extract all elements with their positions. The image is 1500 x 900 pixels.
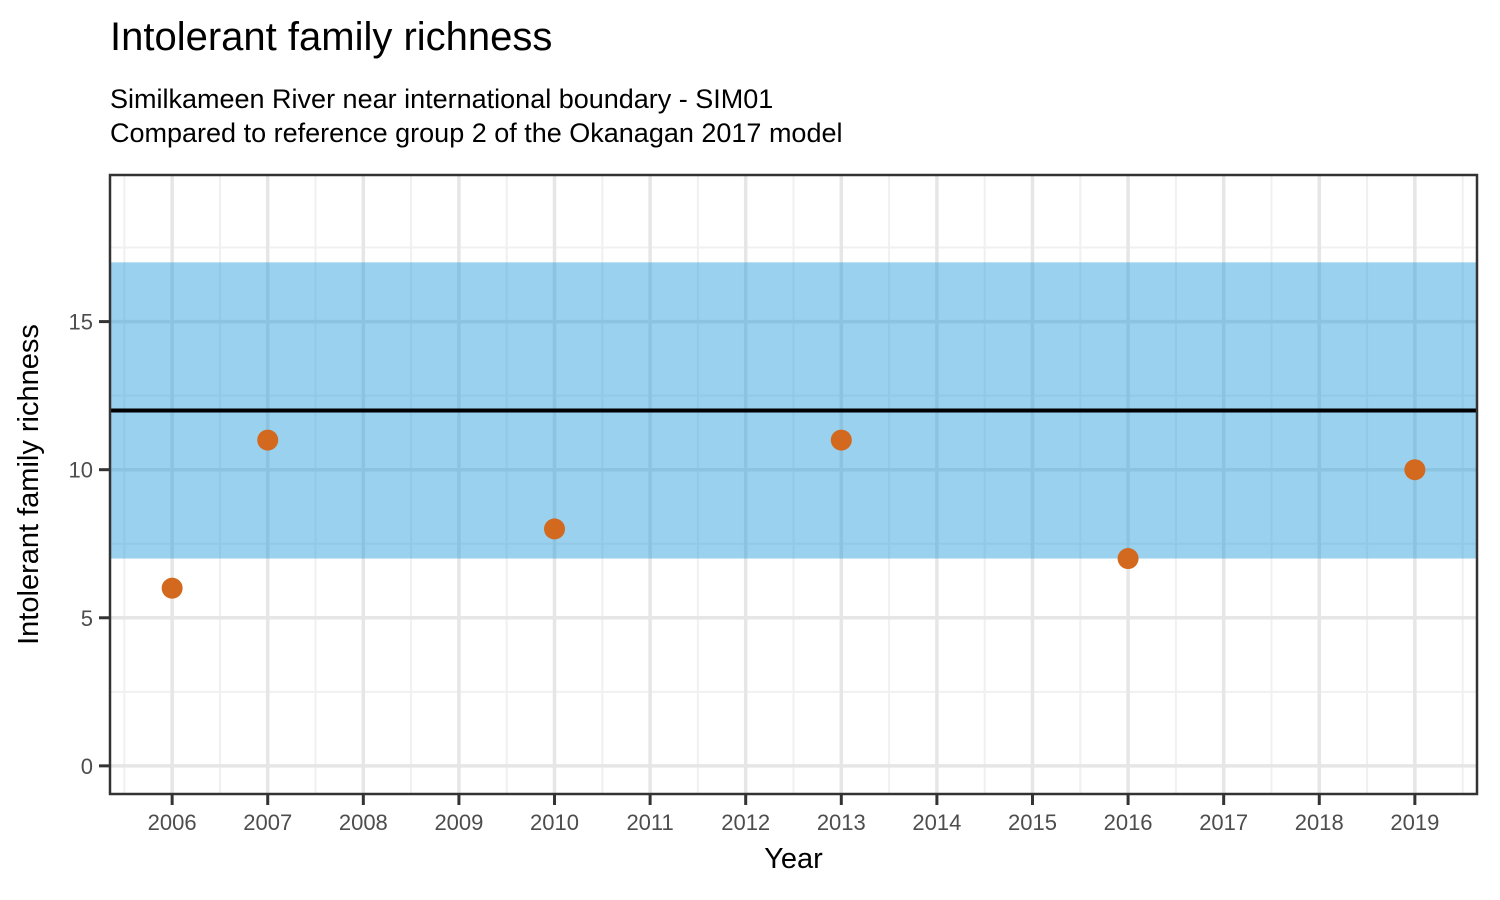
x-tick-label: 2014 — [912, 810, 961, 835]
x-tick-label: 2010 — [530, 810, 579, 835]
y-tick-label: 10 — [69, 458, 93, 483]
panel-border — [108, 173, 1479, 796]
data-point — [544, 518, 566, 540]
x-tick-label: 2019 — [1390, 810, 1439, 835]
chart-title: Intolerant family richness — [110, 15, 553, 59]
data-point — [161, 577, 183, 599]
data-point — [830, 429, 852, 451]
data-point — [1404, 459, 1426, 481]
x-tick-label: 2013 — [817, 810, 866, 835]
x-tick-label: 2006 — [148, 810, 197, 835]
x-tick-label: 2008 — [339, 810, 388, 835]
x-tick-label: 2018 — [1295, 810, 1344, 835]
x-tick-label: 2012 — [721, 810, 770, 835]
x-tick-label: 2007 — [243, 810, 292, 835]
x-tick-label: 2016 — [1104, 810, 1153, 835]
y-tick-label: 15 — [69, 310, 93, 335]
x-axis-title: Year — [764, 843, 823, 875]
chart-subtitle-line2: Compared to reference group 2 of the Oka… — [110, 118, 843, 148]
data-point — [257, 429, 279, 451]
y-tick-label: 5 — [81, 606, 93, 631]
y-axis-title: Intolerant family richness — [13, 324, 45, 645]
x-tick-label: 2011 — [626, 810, 673, 835]
x-tick-label: 2015 — [1008, 810, 1057, 835]
chart-subtitle: Similkameen River near international bou… — [110, 82, 842, 150]
chart-subtitle-line1: Similkameen River near international bou… — [110, 84, 774, 114]
y-tick-label: 0 — [81, 754, 93, 779]
x-tick-label: 2009 — [434, 810, 483, 835]
x-tick-label: 2017 — [1199, 810, 1248, 835]
data-point — [1117, 548, 1139, 570]
